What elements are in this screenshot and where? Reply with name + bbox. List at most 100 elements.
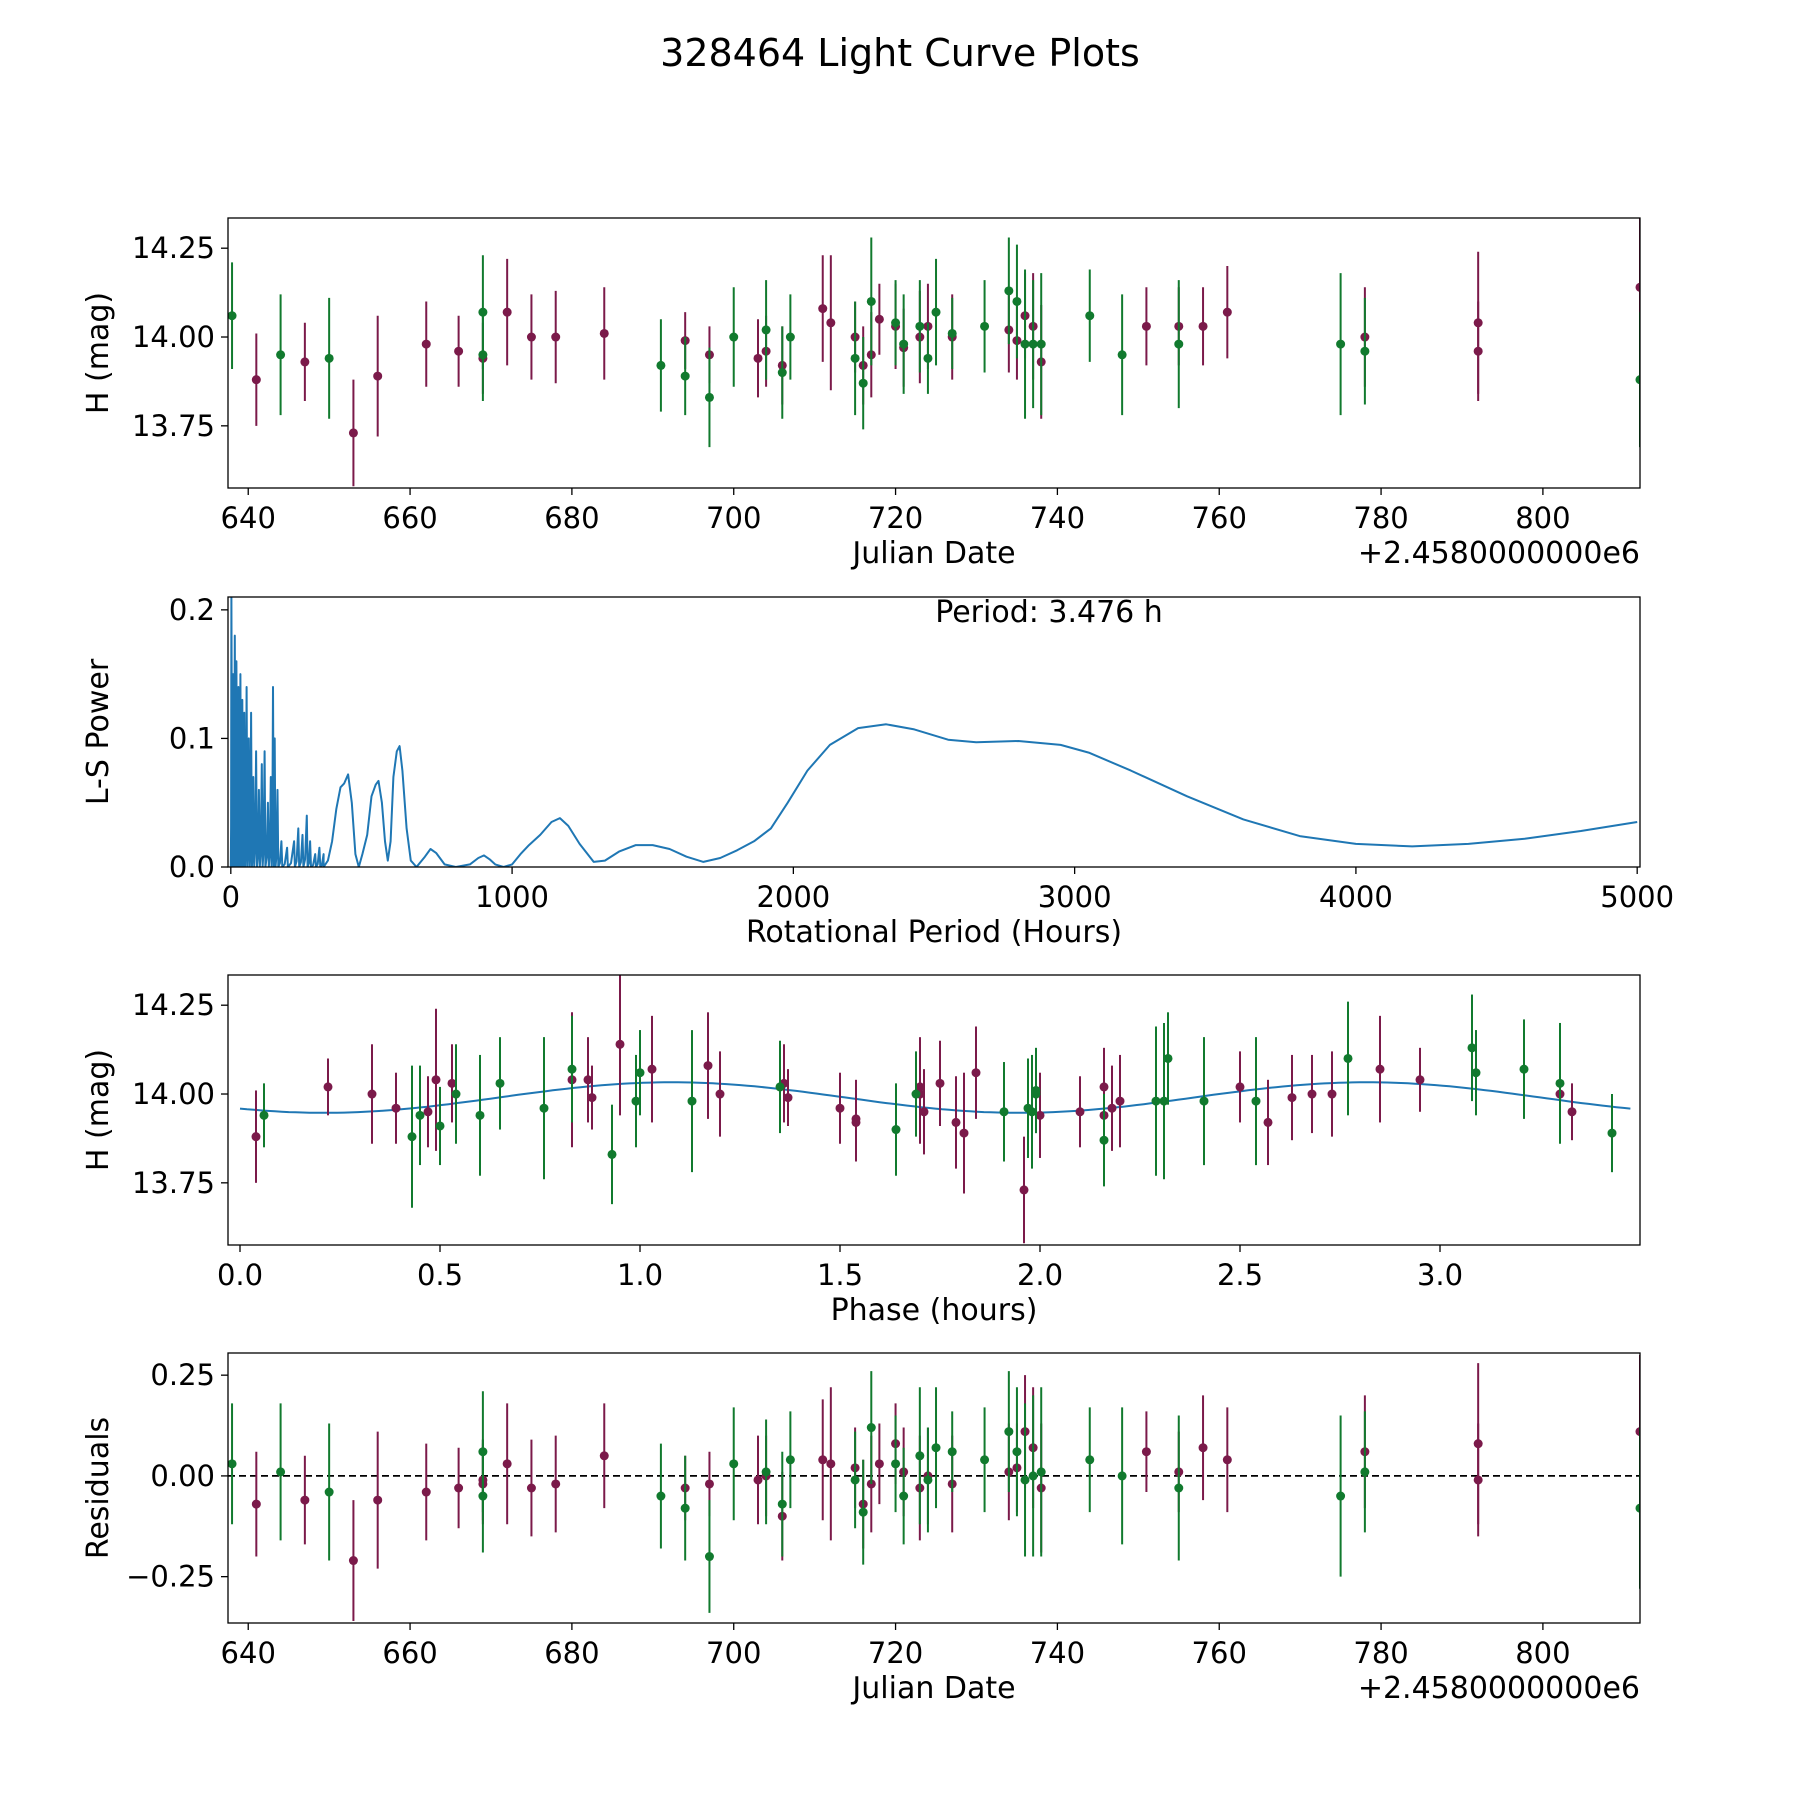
residuals-green-point (1174, 1483, 1184, 1493)
periodogram-xtick-label: 1000 (475, 880, 549, 914)
phased-purple-point (715, 1089, 725, 1099)
residuals-green-point (478, 1491, 488, 1501)
phased-panel: 0.0 0.5 1.0 1.5 2.0 2.5 3.0 13.75 14.00 14.25 Phas… (81, 974, 1641, 1328)
timeseries-green-point (704, 392, 714, 402)
phased-xtick-label: 2.5 (1217, 1258, 1263, 1292)
figure-title: 328464 Light Curve Plots (660, 31, 1140, 75)
residuals-green-point (850, 1475, 860, 1485)
timeseries-ytick-label: 14.00 (132, 320, 215, 354)
residuals-purple-point (1141, 1447, 1151, 1457)
residuals-purple-point (826, 1459, 836, 1469)
timeseries-green-point (858, 378, 868, 388)
residuals-green-point (1028, 1471, 1038, 1481)
residuals-xtick-label: 680 (544, 1636, 599, 1670)
residuals-xtick-label: 700 (706, 1636, 761, 1670)
phased-purple-point (851, 1117, 861, 1127)
timeseries-green-point (1020, 339, 1030, 349)
residuals-ylabel: Residuals (81, 1417, 116, 1559)
residuals-xtick-label: 660 (382, 1636, 437, 1670)
phased-green-point (775, 1082, 785, 1092)
timeseries-green-point (1028, 339, 1038, 349)
timeseries-purple-point (300, 357, 310, 367)
timeseries-green-point (761, 325, 771, 335)
phased-purple-point (1107, 1103, 1117, 1113)
phased-green-point (259, 1110, 269, 1120)
residuals-green-point (891, 1459, 901, 1469)
timeseries-green-point (276, 350, 286, 360)
timeseries-green-point (656, 360, 666, 370)
timeseries-green-point (785, 332, 795, 342)
residuals-green-point (228, 1459, 237, 1469)
residuals-xtick-label: 720 (868, 1636, 923, 1670)
timeseries-purple-point (1473, 346, 1483, 356)
periodogram-panel: 0 1000 2000 3000 4000 5000 0.0 0.1 0.2 Rotational… (81, 593, 1674, 950)
timeseries-green-point (866, 296, 876, 306)
phased-purple-point (971, 1068, 981, 1078)
timeseries-green-point (1012, 296, 1022, 306)
phased-green-point (631, 1096, 641, 1106)
residuals-data-layer (228, 1355, 1640, 1621)
phased-green-point (911, 1089, 921, 1099)
timeseries-xtick-label: 740 (1030, 501, 1085, 535)
phased-purple-point (783, 1093, 793, 1103)
timeseries-xtick-label: 780 (1353, 501, 1408, 535)
timeseries-green-point (899, 339, 909, 349)
residuals-green-point (980, 1455, 990, 1465)
phased-purple-point (1375, 1064, 1385, 1074)
timeseries-green-point (1036, 339, 1046, 349)
phased-purple-point (1235, 1082, 1245, 1092)
residuals-purple-point (1635, 1427, 1640, 1437)
residuals-green-point (761, 1467, 771, 1477)
timeseries-panel: 640 660 680 700 720 740 760 780 800 13.75 14.00 14.… (81, 217, 1641, 571)
phased-purple-point (615, 1039, 625, 1049)
phased-frame (227, 974, 1641, 1246)
timeseries-purple-point (826, 318, 836, 328)
phased-purple-point (447, 1078, 457, 1088)
residuals-ytick-label: 0.00 (150, 1459, 215, 1493)
phased-ylabel: H (mag) (81, 1049, 116, 1171)
phased-xtick-label: 1.0 (617, 1258, 663, 1292)
residuals-green-point (1635, 1503, 1640, 1513)
periodogram-data-layer (229, 597, 1638, 867)
periodogram-ytick-label: 0.1 (169, 721, 215, 755)
phased-xtick-label: 0.0 (217, 1258, 263, 1292)
timeseries-green-point (1004, 286, 1014, 296)
residuals-purple-point (874, 1459, 884, 1469)
periodogram-xtick-label: 2000 (756, 880, 830, 914)
phased-purple-point (647, 1064, 657, 1074)
periodogram-xtick-label: 4000 (1319, 880, 1393, 914)
residuals-purple-point (421, 1487, 431, 1497)
phased-green-point (475, 1110, 485, 1120)
timeseries-purple-point (348, 428, 358, 438)
timeseries-purple-point (421, 339, 431, 349)
phased-green-point (415, 1110, 425, 1120)
phased-green-point (451, 1089, 461, 1099)
residuals-green-point (923, 1475, 933, 1485)
timeseries-green-point (1360, 346, 1370, 356)
phased-xtick-label: 0.5 (417, 1258, 463, 1292)
residuals-purple-point (704, 1479, 714, 1489)
phased-green-point (1031, 1085, 1041, 1095)
residuals-panel: 640 660 680 700 720 740 760 780 800 −0.25 0.00 0.25… (81, 1352, 1641, 1706)
residuals-xtick-label: 780 (1353, 1636, 1408, 1670)
residuals-purple-point (753, 1475, 763, 1485)
residuals-purple-point (251, 1499, 261, 1509)
timeseries-green-point (931, 307, 941, 317)
periodogram-xtick-label: 3000 (1038, 880, 1112, 914)
timeseries-xtick-label: 680 (544, 501, 599, 535)
residuals-green-point (899, 1491, 909, 1501)
phased-data-layer (239, 975, 1631, 1244)
timeseries-purple-point (818, 304, 828, 314)
residuals-green-point (1036, 1467, 1046, 1477)
phased-purple-point (367, 1089, 377, 1099)
timeseries-xtick-label: 640 (221, 501, 276, 535)
phased-purple-point (935, 1078, 945, 1088)
residuals-xtick-label: 760 (1192, 1636, 1247, 1670)
timeseries-purple-point (599, 328, 609, 338)
phased-purple-point (587, 1093, 597, 1103)
residuals-green-point (1336, 1491, 1346, 1501)
timeseries-xtick-label: 720 (868, 501, 923, 535)
timeseries-data-layer (228, 218, 1640, 487)
phased-purple-point (835, 1103, 845, 1113)
timeseries-purple-point (1141, 321, 1151, 331)
